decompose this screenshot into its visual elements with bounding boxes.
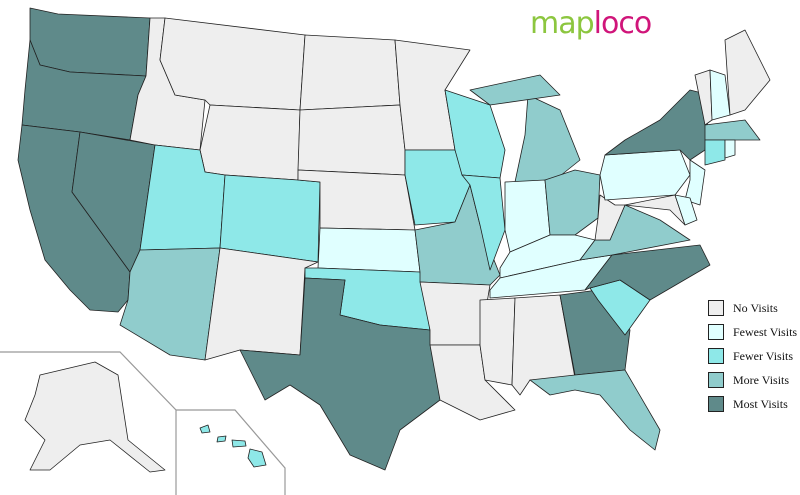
legend-swatch — [708, 324, 724, 340]
state-ar — [419, 281, 491, 346]
maploco-logo: maploco — [530, 6, 652, 41]
legend-item-fewer-visits: Fewer Visits — [708, 344, 797, 368]
state-ri — [724, 139, 736, 159]
alaska-inset-border — [0, 351, 177, 495]
legend-swatch — [708, 348, 724, 364]
state-hi — [199, 424, 211, 434]
legend-label: Fewer Visits — [733, 348, 794, 363]
legend-label: Fewest Visits — [733, 324, 798, 339]
state-me — [724, 29, 771, 116]
state-hi — [247, 448, 267, 468]
state-il — [461, 174, 506, 271]
state-mt — [159, 17, 306, 111]
state-ct — [704, 139, 726, 166]
state-mi — [514, 94, 581, 183]
legend-item-no-visits: No Visits — [708, 296, 797, 320]
legend-label: Most Visits — [733, 396, 788, 411]
state-ak — [24, 361, 166, 473]
state-nd — [299, 34, 401, 111]
legend-label: No Visits — [733, 300, 778, 315]
state-ny — [604, 89, 711, 161]
state-wy — [199, 104, 301, 181]
state-co — [219, 174, 321, 263]
state-ks — [317, 227, 421, 273]
state-nj — [684, 159, 706, 206]
state-mi — [469, 74, 561, 106]
state-tx — [239, 277, 441, 471]
state-hi — [216, 435, 227, 443]
state-pa — [599, 149, 691, 201]
legend: No Visits Fewest Visits Fewer Visits Mor… — [708, 296, 797, 416]
state-az — [119, 247, 221, 361]
state-oh — [544, 169, 601, 236]
state-de — [674, 194, 698, 226]
state-nc — [584, 244, 711, 301]
legend-item-more-visits: More Visits — [708, 368, 797, 392]
state-fl — [529, 369, 661, 451]
hawaii-inset-border — [176, 409, 286, 495]
state-ms — [479, 297, 516, 386]
state-sd — [297, 104, 406, 176]
legend-item-most-visits: Most Visits — [708, 392, 797, 416]
legend-label: More Visits — [733, 372, 790, 387]
legend-swatch — [708, 396, 724, 412]
legend-swatch — [708, 300, 724, 316]
state-ma — [704, 119, 761, 141]
state-nh — [709, 69, 731, 121]
state-wa — [29, 7, 151, 77]
state-hi — [231, 439, 247, 448]
legend-swatch — [708, 372, 724, 388]
legend-item-fewest-visits: Fewest Visits — [708, 320, 797, 344]
